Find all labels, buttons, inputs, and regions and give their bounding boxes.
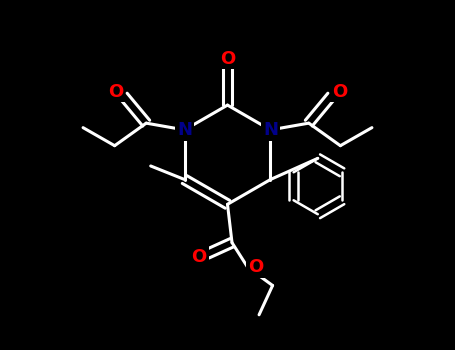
Text: N: N — [177, 121, 192, 139]
Text: O: O — [192, 248, 207, 266]
Text: O: O — [108, 83, 123, 100]
Text: O: O — [220, 50, 235, 68]
Text: N: N — [263, 121, 278, 139]
Text: O: O — [248, 258, 263, 276]
Text: O: O — [332, 83, 347, 100]
